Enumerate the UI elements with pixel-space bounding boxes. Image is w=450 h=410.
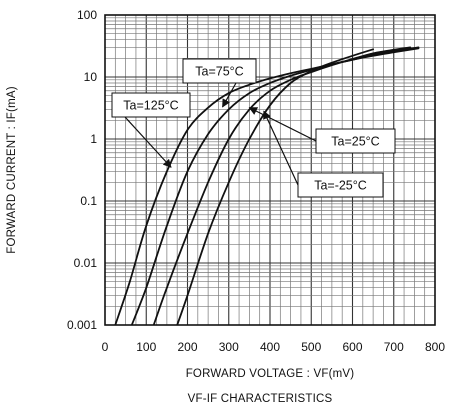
curves bbox=[114, 46, 420, 325]
y-tick-label: 100 bbox=[77, 8, 97, 22]
annotation-arrow bbox=[263, 110, 299, 186]
series-line bbox=[176, 48, 374, 325]
annotation-box bbox=[111, 92, 191, 118]
x-tick-label: 300 bbox=[219, 340, 239, 354]
y-tick-labels: 0.001 0.01 0.1 1 10 100 bbox=[67, 8, 97, 332]
y-tick-label: 0.001 bbox=[67, 318, 97, 332]
series-line bbox=[130, 46, 420, 325]
y-tick-label: 1 bbox=[90, 132, 97, 146]
plot-frame bbox=[104, 14, 436, 326]
annotation-arrow bbox=[248, 107, 317, 142]
x-tick-label: 800 bbox=[425, 340, 445, 354]
annotation-box bbox=[315, 128, 396, 154]
x-tick-label: 200 bbox=[177, 340, 197, 354]
y-tick-label: 0.1 bbox=[80, 194, 97, 208]
annotation-label: Ta=25°C bbox=[331, 135, 379, 149]
x-tick-label: 600 bbox=[342, 340, 362, 354]
annotation-box bbox=[297, 172, 384, 198]
annotation-box bbox=[182, 58, 257, 84]
x-tick-label: 0 bbox=[102, 340, 109, 354]
annotation-label: Ta=125°C bbox=[123, 99, 178, 113]
x-tick-label: 500 bbox=[301, 340, 321, 354]
x-tick-label: 100 bbox=[136, 340, 156, 354]
y-axis-title: FORWARD CURRENT : IF(mA) bbox=[6, 86, 18, 254]
series-line bbox=[152, 46, 412, 325]
x-tick-label: 400 bbox=[260, 340, 280, 354]
y-tick-label: 10 bbox=[84, 70, 98, 84]
annotation-label: Ta=-25°C bbox=[314, 179, 367, 193]
x-tick-label: 700 bbox=[384, 340, 404, 354]
annotations: Ta=125°C Ta=75°C Ta=25°C Ta=-25°C bbox=[111, 58, 396, 198]
x-axis-title: FORWARD VOLTAGE : VF(mV) bbox=[186, 368, 355, 380]
annotation-arrow bbox=[222, 82, 237, 108]
chart-caption: VF-IF CHARACTERISTICS bbox=[188, 393, 333, 405]
y-tick-label: 0.01 bbox=[74, 256, 98, 270]
annotation-arrow bbox=[124, 116, 172, 168]
annotation-label: Ta=75°C bbox=[195, 65, 243, 79]
x-tick-labels: 0 100 200 300 400 500 600 700 800 bbox=[102, 340, 446, 354]
